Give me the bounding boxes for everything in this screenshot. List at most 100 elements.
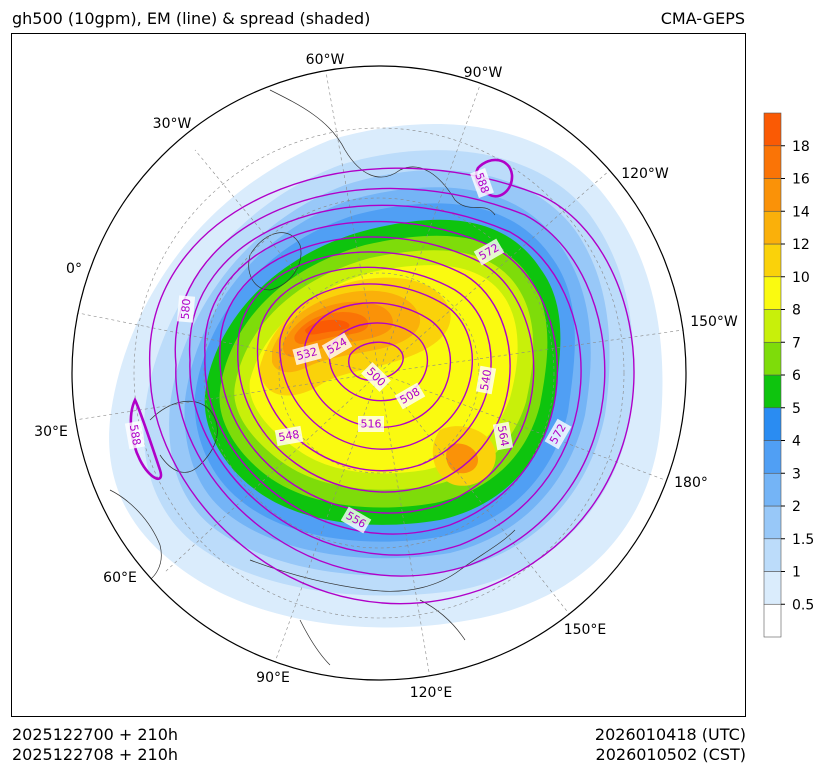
figure-title: gh500 (10gpm), EM (line) & spread (shade… bbox=[12, 9, 371, 28]
model-name: CMA-GEPS bbox=[660, 9, 745, 28]
contour-label-layer: 588 572 580 532 524 500 bbox=[124, 168, 572, 534]
lat-circle-40 bbox=[203, 197, 555, 549]
contour-label: 516 bbox=[358, 416, 384, 432]
svg-text:564: 564 bbox=[495, 425, 511, 448]
lon-label-150e: 150°E bbox=[564, 622, 607, 638]
colorbar-tick-label: 8 bbox=[792, 303, 801, 319]
contour-label: 572 bbox=[473, 238, 505, 266]
meridian-30w bbox=[194, 149, 380, 374]
colorbar-box bbox=[763, 178, 782, 212]
colorbar-box bbox=[763, 341, 782, 376]
lon-label-150w: 150°W bbox=[690, 314, 738, 330]
contour-564 bbox=[189, 204, 582, 556]
coast-greenland bbox=[248, 232, 302, 291]
meridian-60e bbox=[164, 372, 380, 573]
colorbar-box bbox=[763, 407, 782, 441]
colorbar-tick-label: 10 bbox=[792, 270, 810, 286]
colorbar-box bbox=[763, 243, 782, 278]
spread-patch-pacific-core bbox=[446, 443, 478, 474]
colorbar-boxes bbox=[763, 112, 782, 638]
contour-label: 548 bbox=[274, 425, 304, 447]
coast-india bbox=[299, 619, 331, 666]
colorbar-tick-label: 2 bbox=[792, 499, 801, 515]
colorbar: 0.5 1 1.5 2 3 4 5 6 7 8 10 12 14 16 18 bbox=[763, 112, 814, 638]
lon-label-60w: 60°W bbox=[306, 52, 345, 68]
svg-text:580: 580 bbox=[179, 298, 194, 320]
contour-label: 532 bbox=[292, 342, 322, 366]
lon-label-60e: 60°E bbox=[103, 570, 137, 586]
contour-500 bbox=[348, 341, 404, 381]
contour-label: 524 bbox=[321, 332, 353, 360]
contour-516 bbox=[304, 302, 452, 428]
init-time-cst: 2025122708 + 210h bbox=[12, 745, 179, 764]
lon-label-120e: 120°E bbox=[410, 685, 453, 701]
map-boundary bbox=[71, 65, 687, 681]
contour-540 bbox=[237, 251, 511, 493]
colorbar-box bbox=[763, 603, 782, 638]
colorbar-labels: 0.5 1 1.5 2 3 4 5 6 7 8 10 12 14 16 18 bbox=[781, 139, 814, 613]
colorbar-box bbox=[763, 440, 782, 474]
lon-label-0: 0° bbox=[66, 261, 82, 277]
contour-label: 540 bbox=[475, 365, 497, 395]
svg-text:540: 540 bbox=[478, 369, 494, 392]
contour-label: 580 bbox=[176, 295, 196, 323]
colorbar-box bbox=[763, 538, 782, 572]
valid-time-utc: 2026010418 (UTC) bbox=[594, 725, 746, 744]
svg-text:532: 532 bbox=[295, 345, 319, 363]
lon-label-120w: 120°W bbox=[621, 166, 669, 182]
coast-north-america bbox=[269, 89, 496, 216]
contour-580 bbox=[149, 167, 635, 605]
lon-label-180: 180° bbox=[674, 475, 708, 491]
colorbar-box bbox=[763, 309, 782, 343]
colorbar-tick-label: 1 bbox=[792, 565, 801, 581]
contour-label: 556 bbox=[340, 506, 372, 534]
colorbar-tick-label: 3 bbox=[792, 466, 801, 482]
map-frame bbox=[11, 33, 746, 717]
colorbar-box bbox=[763, 472, 782, 507]
contour-556 bbox=[204, 220, 559, 535]
contour-label: 508 bbox=[394, 382, 426, 410]
contour-label: 588 bbox=[470, 168, 494, 198]
colorbar-tick-label: 4 bbox=[792, 434, 801, 450]
colorbar-box bbox=[763, 112, 782, 147]
colorbar-box bbox=[763, 505, 782, 540]
colorbar-tick-label: 12 bbox=[792, 237, 810, 253]
coast-asia bbox=[249, 529, 516, 592]
lon-label-90e: 90°E bbox=[256, 670, 290, 686]
colorbar-box bbox=[763, 374, 782, 409]
contour-label: 588 bbox=[124, 420, 146, 450]
valid-time-cst: 2026010502 (CST) bbox=[595, 745, 746, 764]
coast-africa bbox=[109, 489, 162, 586]
contour-548 bbox=[219, 236, 535, 514]
lat-circle-60 bbox=[278, 272, 480, 474]
colorbar-tick-label: 5 bbox=[792, 401, 801, 417]
svg-text:548: 548 bbox=[278, 428, 301, 444]
contour-508 bbox=[328, 322, 429, 402]
contour-label: 572 bbox=[544, 418, 572, 450]
contour-label: 564 bbox=[492, 421, 514, 451]
lon-label-30w: 30°W bbox=[153, 116, 192, 132]
colorbar-box bbox=[763, 571, 782, 605]
colorbar-tick-label: 16 bbox=[792, 172, 810, 188]
spread-shading bbox=[109, 124, 663, 628]
colorbar-tick-label: 0.5 bbox=[792, 597, 814, 613]
colorbar-tick-label: 14 bbox=[792, 204, 810, 220]
lon-label-30e: 30°E bbox=[34, 424, 68, 440]
colorbar-box bbox=[763, 276, 782, 310]
colorbar-tick-label: 6 bbox=[792, 368, 801, 384]
colorbar-tick-label: 18 bbox=[792, 139, 810, 155]
colorbar-box bbox=[763, 145, 782, 179]
svg-text:588: 588 bbox=[127, 424, 143, 447]
init-time-utc: 2025122700 + 210h bbox=[12, 725, 179, 744]
colorbar-box bbox=[763, 210, 782, 245]
lon-label-90w: 90°W bbox=[464, 65, 503, 81]
contour-524 bbox=[279, 283, 473, 450]
contour-572 bbox=[174, 187, 606, 577]
em-contours bbox=[129, 158, 635, 605]
svg-text:516: 516 bbox=[361, 418, 382, 431]
colorbar-tick-label: 7 bbox=[792, 335, 801, 351]
longitude-labels: 60°W 90°W 30°W 120°W 0° 150°W 30°E 180° … bbox=[34, 52, 738, 701]
lat-circle-20 bbox=[133, 127, 625, 619]
colorbar-tick-label: 1.5 bbox=[792, 532, 814, 548]
